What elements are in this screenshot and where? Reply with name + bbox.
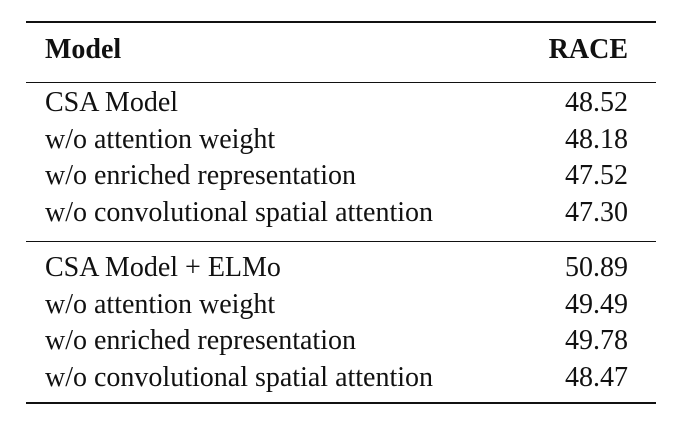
mid-rule <box>26 82 656 83</box>
model-cell: CSA Model + ELMo <box>45 252 281 283</box>
model-cell: w/o convolutional spatial attention <box>45 196 434 228</box>
model-cell: w/o attention weight <box>45 123 276 155</box>
model-cell: w/o enriched representation <box>45 160 356 191</box>
score-cell: 47.30 <box>565 196 628 228</box>
header-cell: RACE <box>548 34 628 65</box>
model-cell: w/o attention weight <box>45 288 276 320</box>
model-cell: CSA Model <box>45 87 179 118</box>
score-cell: 47.52 <box>565 160 628 191</box>
score-cell: 49.49 <box>565 288 628 320</box>
mid-rule <box>26 241 656 242</box>
score-cell: 48.52 <box>565 87 628 118</box>
header-cell: Model <box>45 34 122 65</box>
top-rule <box>26 21 656 23</box>
model-cell: w/o convolutional spatial attention <box>45 361 434 393</box>
bottom-rule <box>26 402 656 404</box>
model-cell: w/o enriched representation <box>45 325 356 356</box>
score-cell: 48.47 <box>565 361 628 393</box>
score-cell: 50.89 <box>565 252 628 283</box>
score-cell: 48.18 <box>565 123 628 155</box>
score-cell: 49.78 <box>565 325 628 356</box>
